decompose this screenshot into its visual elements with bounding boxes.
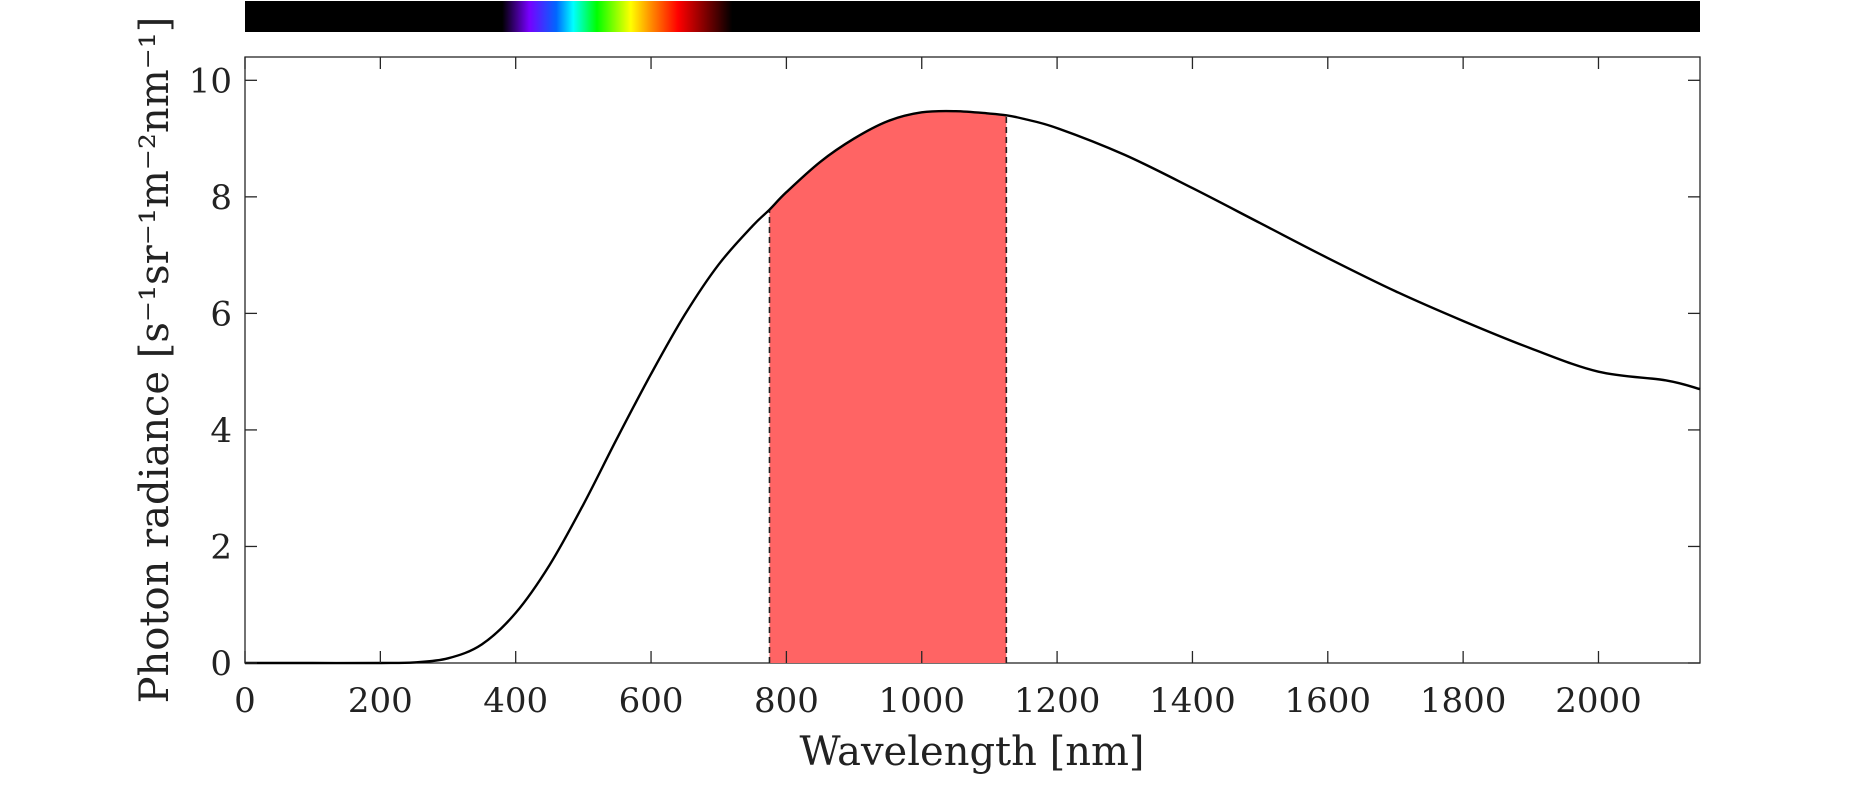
x-tick-label: 1200: [1014, 681, 1101, 721]
x-tick-label: 200: [348, 681, 413, 721]
shaded-region-group: [768, 111, 1008, 663]
y-tick-label: 4: [210, 411, 232, 451]
x-tick-label: 2000: [1555, 681, 1642, 721]
x-tick-label: 400: [483, 681, 548, 721]
y-axis-title: Photon radiance [s⁻¹sr⁻¹m⁻²nm⁻¹]: [132, 17, 178, 704]
y-tick-label: 0: [210, 644, 232, 684]
shaded-region: [769, 111, 1007, 663]
radiance-curve: [245, 109, 1701, 665]
x-tick-label: 800: [754, 681, 819, 721]
x-axis-title: Wavelength [nm]: [799, 729, 1144, 775]
x-tick-label: 0: [234, 681, 256, 721]
x-tick-label: 1000: [878, 681, 965, 721]
y-tick-label: 10: [189, 61, 232, 101]
spectrum-bar: [245, 1, 1700, 32]
y-tick-label: 6: [210, 294, 232, 334]
x-tick-label: 1400: [1149, 681, 1236, 721]
y-tick-label: 2: [210, 527, 232, 567]
curve-group: [245, 109, 1701, 665]
tick-group: [244, 57, 1700, 664]
tick-label-group: 0 200 400 600 800 1000 1200 1400 1600 1800 2000 0 2 4…: [189, 61, 1642, 721]
x-tick-label: 1600: [1285, 681, 1372, 721]
x-tick-label: 1800: [1420, 681, 1507, 721]
y-tick-label: 8: [210, 178, 232, 218]
x-tick-label: 600: [619, 681, 684, 721]
